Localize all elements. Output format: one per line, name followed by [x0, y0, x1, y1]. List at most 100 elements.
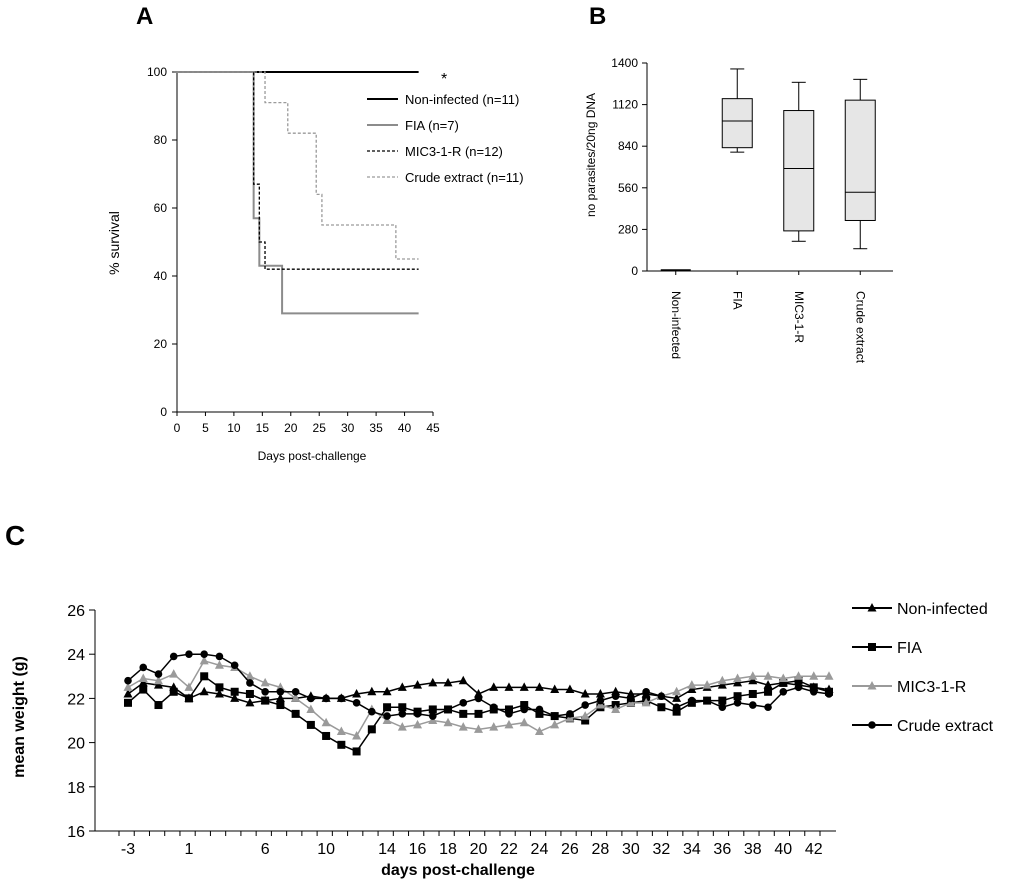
data-point: [672, 703, 681, 712]
box-iqr: [844, 99, 876, 221]
data-point: [809, 671, 819, 680]
data-point: [580, 688, 590, 698]
data-point: [368, 707, 376, 716]
x-tick-label: 38: [744, 841, 762, 858]
y-tick-label: 18: [67, 780, 85, 797]
data-point: [367, 686, 377, 696]
data-point: [200, 672, 209, 681]
legend-label: Non-infected: [897, 601, 988, 618]
panel-label-b: B: [589, 3, 606, 30]
data-point: [443, 677, 453, 687]
x-tick-label: 28: [592, 841, 610, 858]
data-point: [169, 687, 178, 696]
data-point: [123, 682, 133, 691]
boxplot-chart: 0 280 560 840 1120 1400 Non-infected FIA MIC3-1…: [584, 56, 893, 364]
data-point: [534, 726, 544, 736]
x-tick-label: 20: [284, 421, 298, 435]
data-point: [717, 675, 727, 685]
data-point: [276, 687, 285, 696]
data-point: [702, 680, 712, 689]
data-point: [321, 717, 331, 727]
data-point: [764, 703, 772, 712]
data-point: [291, 709, 300, 718]
data-point: [199, 686, 209, 696]
data-point: [458, 675, 468, 685]
data-point: [505, 710, 513, 718]
data-point: [672, 693, 682, 702]
data-point: [778, 673, 788, 683]
data-point: [642, 687, 650, 696]
data-point: [565, 684, 575, 694]
data-point: [519, 682, 529, 691]
y-tick-label: 1120: [612, 98, 638, 112]
data-point: [566, 710, 574, 718]
data-point: [413, 680, 423, 689]
y-axis-title: no parasites/20ng DNA: [584, 93, 598, 217]
data-point: [214, 688, 224, 698]
data-point: [215, 683, 224, 692]
data-point: [322, 731, 331, 740]
box-crude-extract: [844, 78, 876, 250]
data-point: [459, 709, 468, 718]
x-tick-label: Non-infected: [669, 291, 683, 359]
data-point: [382, 686, 392, 696]
y-tick-label: 80: [154, 133, 168, 147]
data-point: [733, 692, 742, 701]
data-point: [717, 680, 727, 689]
legend-label: Non-infected (n=11): [405, 92, 519, 107]
data-point: [230, 693, 240, 702]
data-point: [214, 660, 224, 669]
data-point: [779, 687, 788, 696]
x-tick-label: 42: [805, 841, 823, 858]
data-point: [520, 701, 529, 710]
data-point: [397, 722, 407, 731]
data-point: [733, 673, 743, 683]
data-point: [550, 719, 560, 729]
y-tick-label: 280: [618, 222, 638, 236]
x-tick-label: 35: [369, 421, 383, 435]
x-tick-label: Crude extract: [853, 291, 867, 364]
x-tick-label: 18: [439, 841, 457, 858]
significance-annotation: *: [441, 71, 447, 88]
data-point: [748, 675, 758, 685]
data-point: [261, 687, 269, 696]
data-point: [291, 687, 300, 696]
data-point: [489, 703, 498, 712]
data-point: [672, 686, 682, 696]
data-point: [458, 722, 468, 731]
x-tick-label: 32: [652, 841, 670, 858]
box-iqr: [721, 98, 753, 149]
x-tick-label: MIC3-1-R: [792, 291, 806, 343]
y-tick-label: 40: [154, 269, 168, 283]
data-point: [184, 694, 193, 703]
legend-label: FIA (n=7): [405, 118, 459, 133]
data-point: [733, 677, 743, 687]
data-point: [474, 694, 483, 703]
legend-label: FIA: [897, 640, 922, 657]
data-point: [428, 705, 437, 714]
data-point: [688, 696, 696, 705]
data-point: [154, 701, 163, 710]
data-point: [627, 694, 635, 703]
y-tick-label: 840: [618, 139, 638, 153]
data-point: [291, 693, 301, 702]
x-tick-label: 22: [500, 841, 518, 858]
x-tick-label: 40: [398, 421, 412, 435]
data-point: [154, 670, 163, 678]
panel-label-c: C: [5, 520, 25, 551]
data-point: [200, 650, 208, 658]
box-mic3-1-r: [783, 81, 815, 242]
x-tick-label: 26: [561, 841, 579, 858]
data-point: [444, 705, 452, 714]
data-point: [307, 694, 315, 703]
y-tick-label: 560: [618, 181, 638, 195]
legend: Non-infected (n=11) FIA (n=7) MIC3-1-R (n=…: [367, 92, 524, 185]
x-tick-label: 1: [185, 841, 194, 858]
data-point: [687, 684, 697, 694]
x-tick-label: -3: [121, 841, 135, 858]
data-point: [398, 710, 407, 718]
data-point: [153, 680, 163, 689]
data-point: [169, 652, 178, 661]
